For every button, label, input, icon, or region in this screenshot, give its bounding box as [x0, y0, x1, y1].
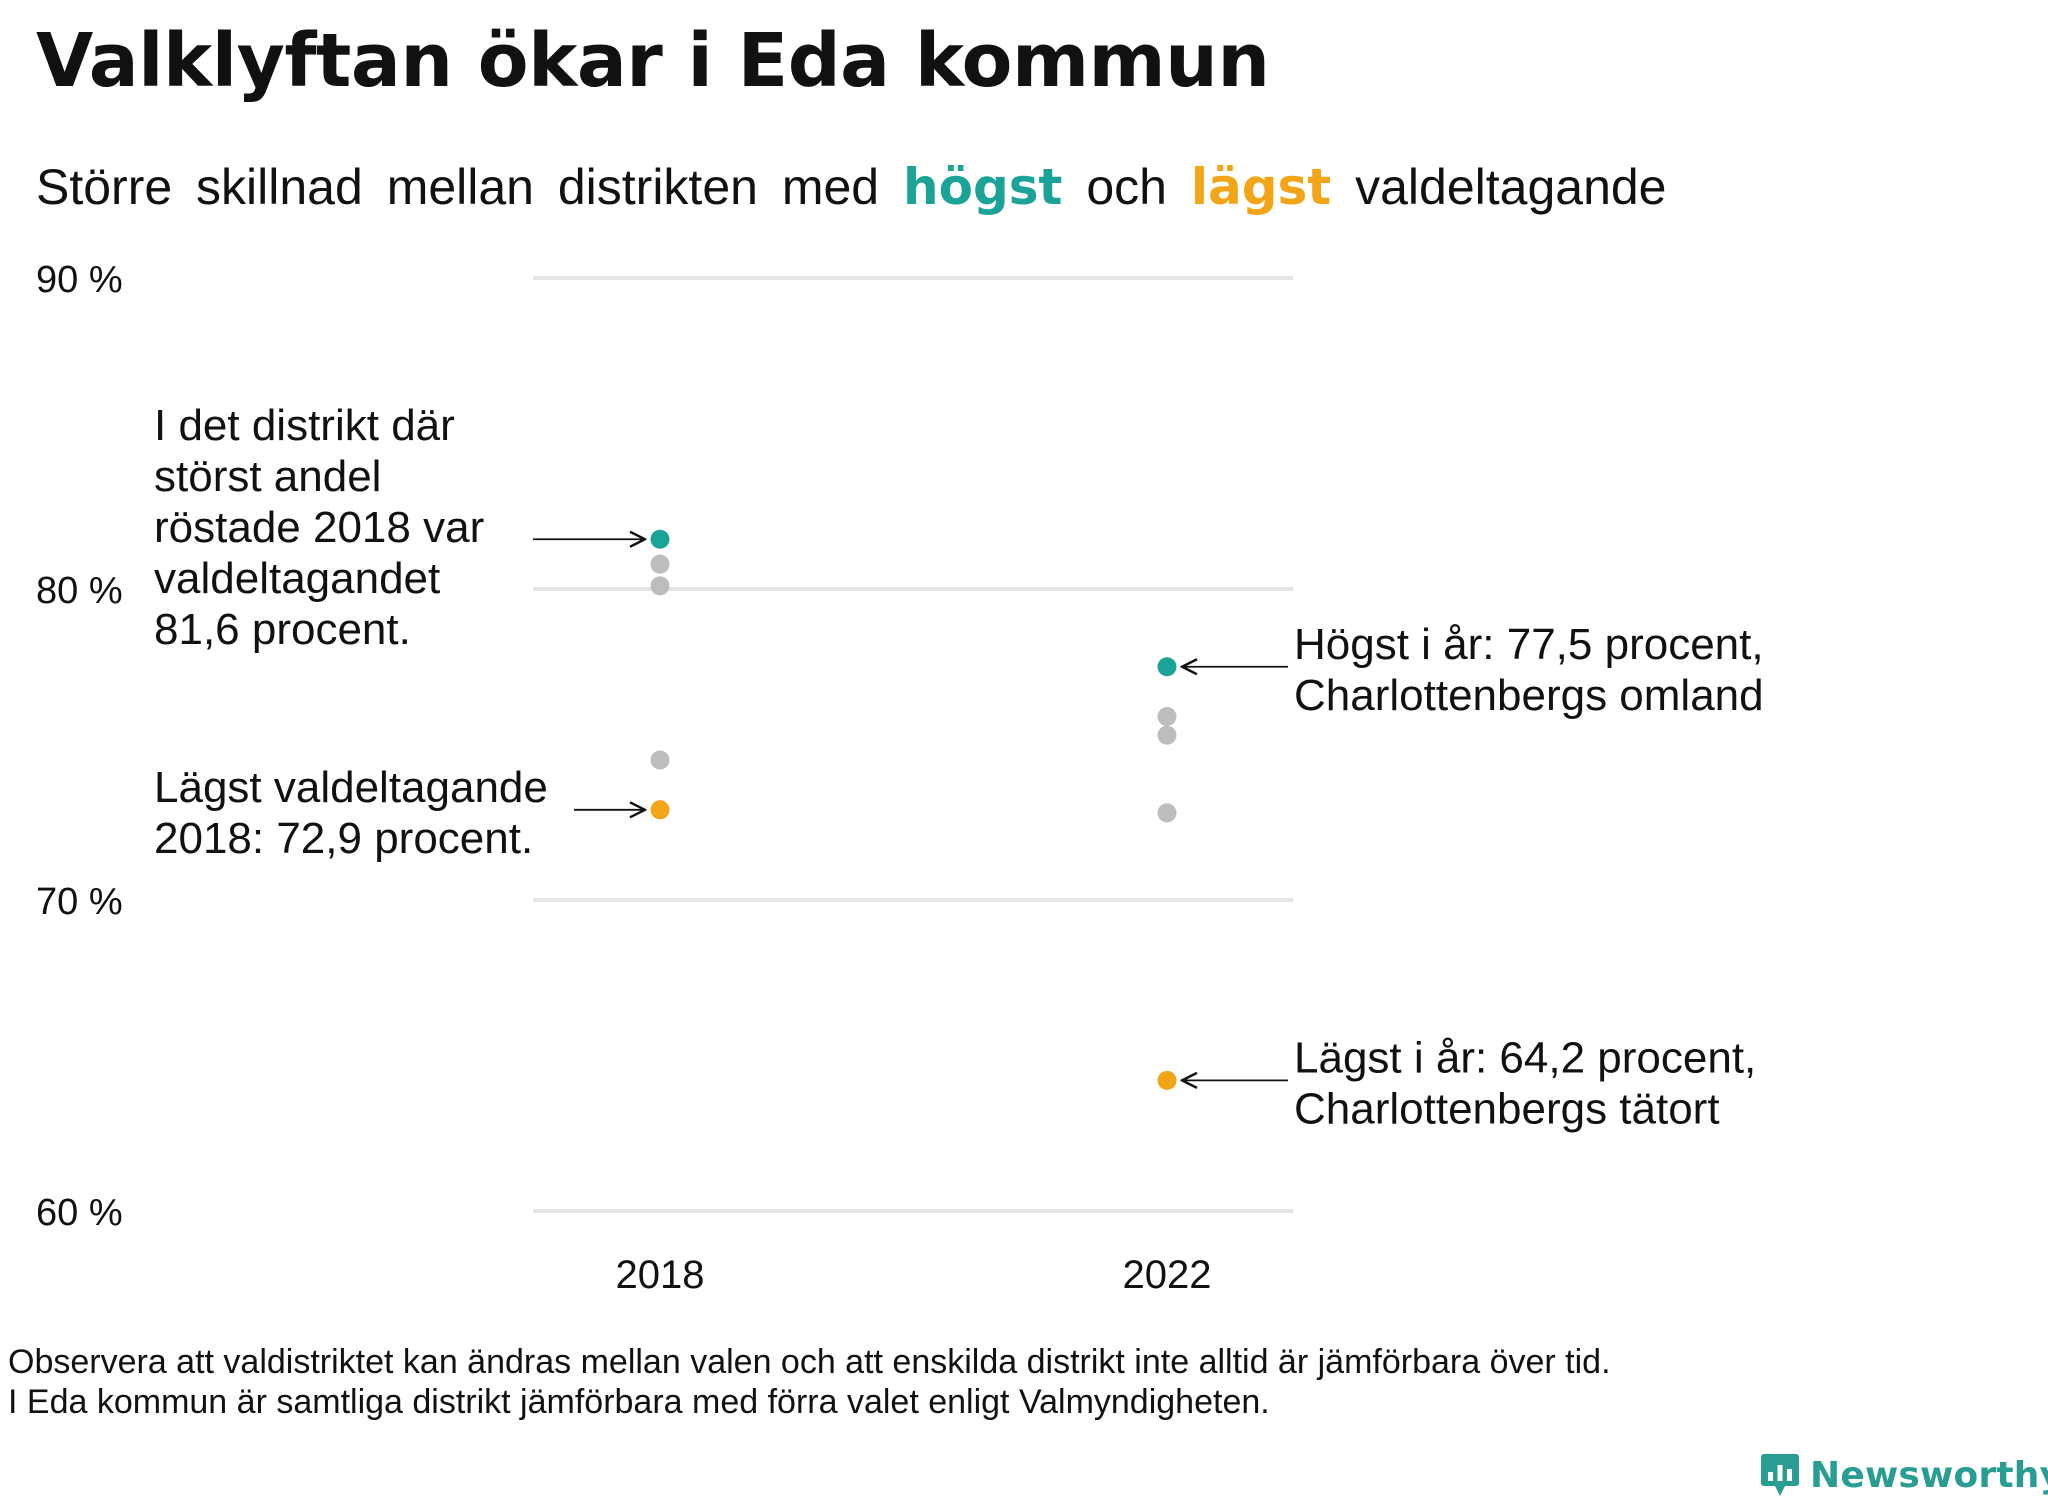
point-other-2022-5 [1157, 803, 1177, 823]
point-other-2018-0 [650, 554, 670, 574]
annotation-low-2022-line-1: Lägst i år: 64,2 procent, [1294, 1033, 1756, 1082]
x-tick-label-2018: 2018 [616, 1253, 705, 1297]
y-tick-label-90: 90 % [36, 259, 123, 301]
point-high-2018-0 [650, 529, 670, 549]
annotation-high-2018-line-4: valdeltagandet [154, 554, 440, 603]
point-other-2018-2 [650, 750, 670, 770]
y-tick-label-80: 80 % [36, 570, 123, 612]
annotation-low-2018-line-1: Lägst valdeltagande [154, 763, 548, 812]
data-points [650, 529, 1177, 1090]
newsworthy-logo-icon [1761, 1454, 1799, 1496]
x-tick-label-2022: 2022 [1123, 1253, 1212, 1297]
chart-subtitle: Större skillnad mellan distrikten med hö… [36, 158, 1667, 216]
annotation-high-2022-line-2: Charlottenbergs omland [1294, 671, 1764, 720]
chart-title: Valklyftan ökar i Eda kommun [36, 18, 1270, 104]
brand-name: Newsworthy [1810, 1454, 2048, 1496]
annotation-high-2018: I det distrikt där störst andel röstade 20… [154, 401, 484, 654]
dot-chart: 90 % 80 % 70 % 60 % 2018 2022 I det distrikt… [36, 259, 1764, 1297]
x-axis-labels: 2018 2022 [616, 1253, 1212, 1297]
point-low-2022-1 [1157, 1070, 1177, 1090]
point-other-2018-1 [650, 576, 670, 596]
annotation-low-2022-line-2: Charlottenbergs tätort [1294, 1084, 1720, 1133]
annotation-arrows [533, 539, 1288, 1080]
brand-logo: Newsworthy [1760, 1452, 2048, 1498]
annotation-high-2018-line-3: röstade 2018 var [154, 503, 484, 552]
y-tick-label-60: 60 % [36, 1192, 123, 1234]
point-other-2022-4 [1157, 725, 1177, 745]
footnote-line-1: Observera att valdistriktet kan ändras m… [8, 1343, 1611, 1381]
annotation-low-2018: Lägst valdeltagande 2018: 72,9 procent. [154, 763, 548, 863]
subtitle-highlight-low: lägst [1190, 158, 1332, 216]
y-axis-labels: 90 % 80 % 70 % 60 % [36, 259, 123, 1234]
annotation-high-2018-line-2: störst andel [154, 452, 381, 501]
subtitle-text-after: valdeltagande [1355, 159, 1667, 215]
y-tick-label-70: 70 % [36, 881, 123, 923]
annotations: I det distrikt där störst andel röstade 20… [154, 401, 1764, 1133]
subtitle-text-before: Större skillnad mellan distrikten med [36, 159, 880, 215]
subtitle-text-middle: och [1086, 159, 1167, 215]
point-high-2022-1 [1157, 657, 1177, 677]
annotation-high-2022-line-1: Högst i år: 77,5 procent, [1294, 620, 1764, 669]
annotation-high-2022: Högst i år: 77,5 procent, Charlottenbergs… [1294, 620, 1764, 720]
subtitle-highlight-high: högst [903, 158, 1063, 216]
footnote: Observera att valdistriktet kan ändras m… [8, 1342, 1611, 1422]
footnote-line-2: I Eda kommun är samtliga distrikt jämför… [8, 1383, 1270, 1421]
point-low-2018-0 [650, 800, 670, 820]
annotation-low-2018-line-2: 2018: 72,9 procent. [154, 814, 533, 863]
gridlines [533, 276, 1293, 1213]
annotation-low-2022: Lägst i år: 64,2 procent, Charlottenbergs… [1294, 1033, 1756, 1133]
annotation-high-2018-line-5: 81,6 procent. [154, 605, 411, 654]
annotation-high-2018-line-1: I det distrikt där [154, 401, 455, 450]
point-other-2022-3 [1157, 707, 1177, 727]
